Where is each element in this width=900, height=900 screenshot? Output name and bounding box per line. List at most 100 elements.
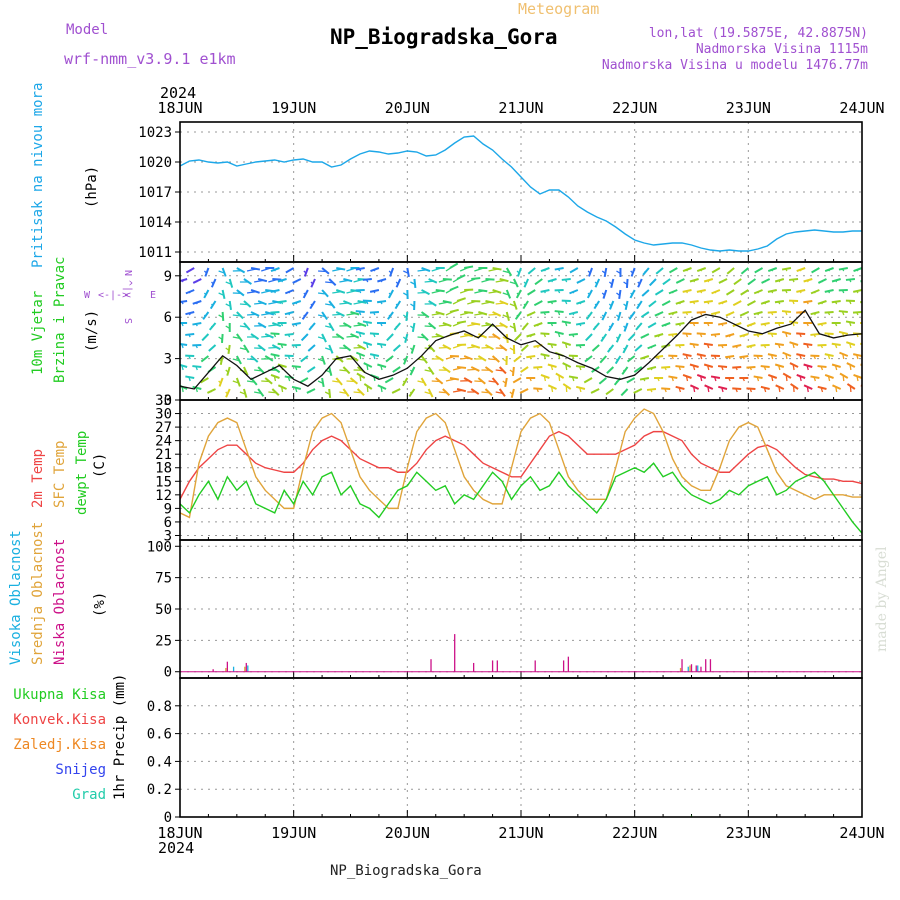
wind-vector [377,278,387,283]
wind-vector [356,372,366,379]
wind-vector [192,278,202,284]
y-tick-label: 18 [155,461,172,477]
wind-vector-tail [218,292,225,296]
wind-vector-tail [763,344,767,349]
wind-vector [561,341,572,346]
wind-vector-tail [678,387,682,393]
wind-vector-tail [410,303,415,307]
model-altitude-label: Nadmorska Visina u modelu 1476.77m [602,58,868,73]
wind-vector-tail [409,347,414,351]
wind-vector-tail [358,289,362,294]
wind-vector [675,278,685,284]
wind-vector-tail [706,365,710,371]
wind-vector-tail [417,358,425,361]
wind-vector [790,383,799,390]
wind-vector-tail [616,314,620,318]
wind-vector [270,373,280,379]
wind-vector [180,342,188,346]
wind-vector [630,267,636,277]
wind-vector-tail [650,367,653,371]
wind-vector-tail [579,280,582,283]
wind-vector-tail [445,355,456,360]
wind-vector-tail [820,366,824,371]
wind-vector-tail [799,354,802,360]
wind-vector [180,363,188,368]
wind-vector-tail [721,280,724,283]
precip-title-3: Zaledj.Kisa [13,737,106,753]
wind-vector-tail [332,268,342,272]
wind-vector [510,388,515,398]
precip-unit: 1hr Precip (mm) [112,674,128,800]
wind-vector [824,289,834,293]
wind-vector-tail [452,298,463,305]
wind-vector [668,333,678,336]
wind-vector [732,387,742,390]
wind-vector-tail [516,314,519,317]
wind-vector [831,363,841,368]
wind-vector-tail [536,345,539,349]
wind-vector-tail [856,354,859,360]
wind-vector [622,344,629,354]
wind-vector [642,267,650,276]
wind-vector [796,267,806,273]
y-tick-label: 1017 [138,185,172,201]
wind-vector [520,366,529,373]
wind-vector-tail [287,355,291,360]
wind-vector [607,344,615,353]
wind-vector-tail [388,270,392,274]
wind-vector [598,377,607,385]
wind-vector-tail [294,344,298,349]
wind-vector [370,267,380,273]
wind-vector [555,372,565,379]
wind-vector [620,388,629,397]
wind-vector [219,355,224,366]
wind-vector-tail [325,303,333,306]
wind-vector-tail [346,312,356,316]
wind-vector-tail [181,322,184,327]
wind-vector [640,333,650,339]
wind-vector-tail [657,335,660,338]
wind-vector-tail [509,391,514,395]
wind-vector-tail [657,377,660,382]
wind-vector-tail [211,281,214,285]
wind-vector-tail [358,268,362,272]
wind-vector [696,311,706,314]
wind-vector-tail [827,354,831,360]
wind-vector-tail [460,311,470,316]
wind-vector [767,332,777,335]
compass-e-label: E [150,290,156,301]
wind-vector-tail [474,290,484,294]
wind-vector-tail [366,364,369,371]
wind-vector [519,388,529,394]
wind-vector-tail [467,323,477,327]
wind-vector [761,278,771,284]
wind-vector [306,388,316,394]
wind-vector-tail [409,391,412,394]
wind-vector-tail [339,391,347,395]
wind-vector [696,353,706,357]
wind-vector [746,344,756,348]
wind-vector-tail [203,292,207,296]
wind-vector-tail [395,303,398,306]
wind-vector-tail [572,291,575,294]
y-tick-label: 0.4 [147,754,172,770]
wind-vector-tail [601,292,606,296]
wind-vector-tail [608,281,613,285]
wind-vector [185,375,195,379]
wind-vector [520,344,529,352]
wind-vector-tail [261,312,271,316]
wind-vector [363,362,373,368]
wind-vector [704,384,714,390]
wind-vector-tail [678,323,681,327]
wind-vector [410,344,416,354]
wind-vector [774,300,784,304]
wind-vector [291,365,301,368]
wind-vector [624,300,629,311]
wind-vector-tail [664,367,667,371]
y-tick-label: 3 [164,528,172,544]
wind-vector [299,377,309,384]
y-tick-label: 75 [155,571,172,587]
bottom-date-label: 18JUN [157,824,202,842]
wind-vector-tail [601,336,604,339]
wind-vector-tail [402,314,408,318]
